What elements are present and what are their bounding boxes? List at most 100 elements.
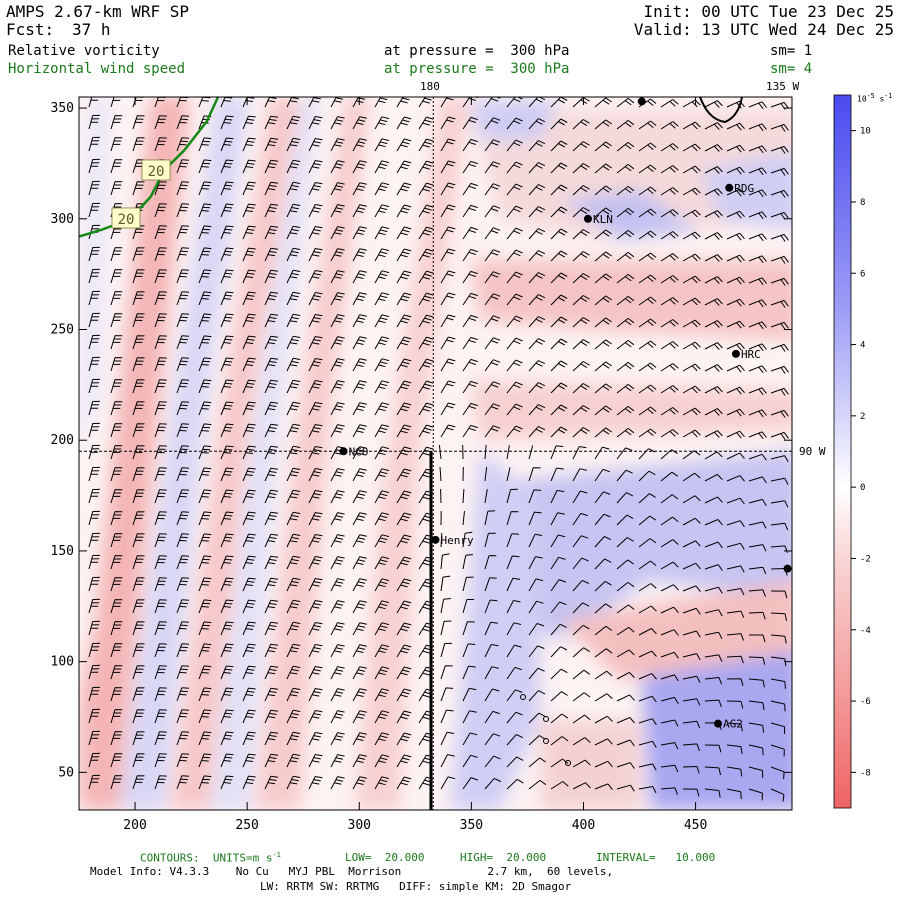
wind-barb — [176, 335, 190, 350]
wind-barb — [704, 408, 723, 416]
wind-barb — [682, 675, 701, 683]
wind-barb — [638, 406, 657, 416]
wind-barb — [550, 360, 568, 372]
wind-barb — [88, 334, 101, 350]
wind-barb — [352, 754, 367, 768]
wind-barb — [308, 556, 323, 570]
wind-barb — [110, 621, 123, 636]
wind-barb — [506, 666, 522, 680]
wind-barb — [440, 598, 451, 614]
x-tick-label: 450 — [684, 818, 707, 833]
wind-barb — [748, 365, 767, 374]
wind-barb — [704, 430, 723, 438]
wind-barb — [154, 467, 167, 482]
wind-barb — [198, 445, 212, 460]
field1-level: at pressure = 300 hPa — [384, 43, 570, 59]
wind-barb — [242, 115, 256, 130]
forecast-label: Fcst: — [6, 20, 55, 39]
wind-barb — [374, 97, 389, 108]
wind-barb — [374, 710, 390, 724]
wind-barb — [352, 182, 367, 196]
wind-barb — [198, 313, 212, 328]
wind-barb — [550, 404, 568, 416]
wind-barb — [418, 270, 434, 284]
wind-barb — [462, 336, 478, 350]
wind-barb — [638, 448, 656, 460]
wind-barb — [484, 577, 497, 592]
wind-barb — [770, 321, 789, 330]
wind-barb — [528, 533, 543, 548]
wind-barb — [132, 379, 145, 394]
wind-barb — [594, 536, 612, 548]
wind-barb — [528, 712, 546, 724]
wind-barb — [154, 775, 167, 790]
colorbar-tick-label: 10 — [860, 127, 871, 137]
wind-barb — [528, 645, 545, 658]
wind-barb — [682, 788, 700, 797]
y-tick-label: 300 — [51, 212, 74, 227]
wind-barb — [396, 446, 412, 460]
wind-barb — [704, 564, 723, 571]
wind-barb — [154, 115, 167, 130]
wind-barb — [770, 500, 789, 508]
wind-barb — [242, 599, 256, 614]
wind-barb — [550, 534, 566, 548]
wind-barb — [330, 336, 345, 350]
wind-barb — [638, 274, 657, 284]
wind-barb — [176, 269, 190, 284]
wind-barb — [660, 696, 679, 704]
wind-barb — [286, 709, 301, 724]
wind-barb — [198, 753, 212, 768]
wind-barb — [572, 361, 590, 372]
wind-barb — [550, 556, 566, 570]
field2-level: at pressure = 300 hPa — [384, 61, 570, 77]
wind-barb — [660, 719, 679, 727]
wind-barb — [660, 651, 679, 659]
wind-barb — [308, 512, 323, 526]
wind-barb — [308, 710, 323, 724]
wind-barb — [198, 599, 212, 614]
wind-barb — [352, 424, 367, 438]
wind-barb — [154, 291, 167, 306]
wind-barb — [506, 183, 523, 196]
wind-barb — [352, 578, 367, 592]
wind-barb — [506, 381, 523, 394]
wind-barb — [749, 634, 766, 643]
contours-high: HIGH= 20.000 — [460, 851, 547, 864]
wind-barb — [748, 744, 764, 756]
wind-barb — [220, 665, 234, 680]
wind-barb — [572, 229, 590, 240]
wind-barb — [726, 788, 742, 800]
wind-barb — [132, 423, 145, 438]
wind-barb — [396, 97, 412, 108]
wind-barb — [286, 357, 301, 372]
x-tick-label: 250 — [235, 818, 258, 833]
wind-barb — [154, 401, 167, 416]
contours-interval: INTERVAL= 10.000 — [596, 851, 716, 864]
wind-barb — [550, 579, 567, 592]
wind-barb — [462, 511, 465, 526]
wind-barb — [264, 269, 279, 284]
wind-barb — [638, 142, 657, 152]
wind-barb — [286, 511, 301, 526]
wind-barb — [572, 602, 590, 614]
wind-barb — [132, 335, 145, 350]
wind-barb — [286, 335, 301, 350]
wind-barb — [110, 753, 123, 768]
wind-barb — [748, 788, 763, 801]
station-label: KLN — [593, 213, 613, 226]
wind-barb — [748, 611, 766, 620]
wind-barb — [616, 717, 635, 724]
wind-barb — [484, 666, 499, 680]
wind-barb — [396, 490, 412, 504]
wind-barb — [352, 292, 367, 306]
wind-barb — [550, 294, 568, 306]
colorbar-tick-label: 4 — [860, 341, 865, 351]
wind-barb — [396, 226, 412, 240]
y-tick-label: 150 — [51, 544, 74, 559]
wind-barb — [396, 688, 412, 702]
wind-barb — [132, 753, 145, 768]
wind-barb — [198, 555, 212, 570]
wind-barb — [308, 688, 323, 702]
wind-barb — [352, 336, 367, 350]
